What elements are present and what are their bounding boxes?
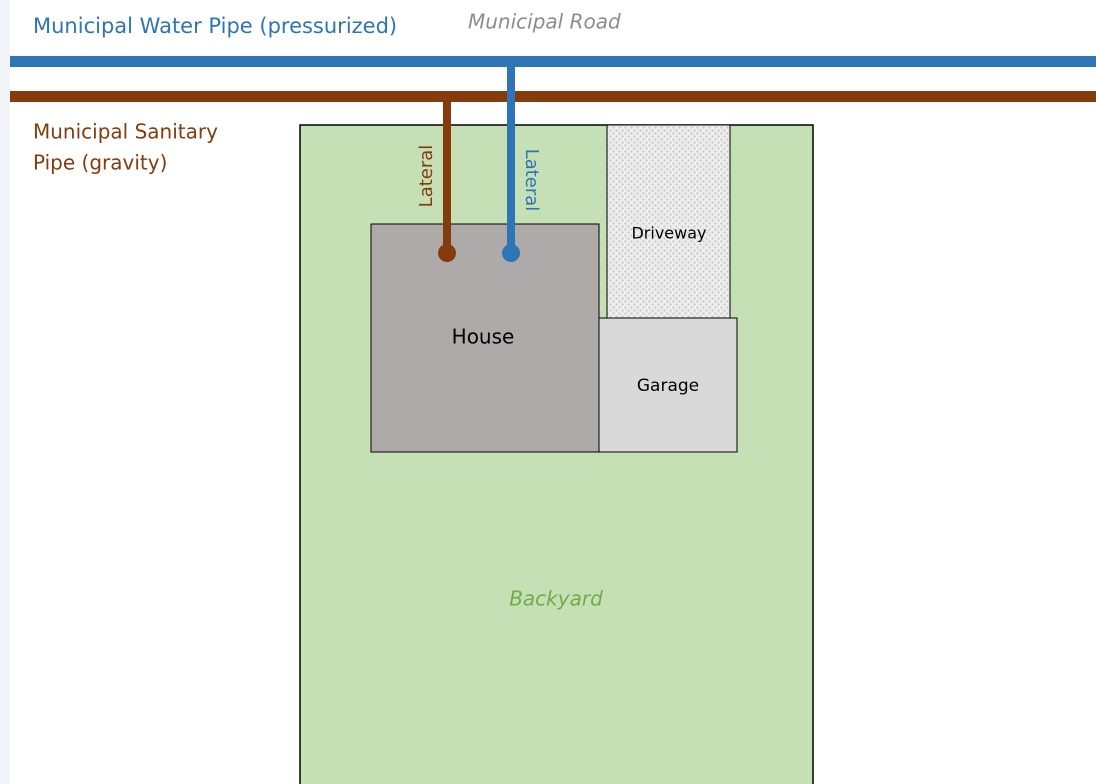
- left-strip: [0, 0, 10, 784]
- sanitary-pipe-label: Municipal Sanitary: [33, 120, 218, 144]
- water-lateral: [507, 62, 515, 253]
- lateral-label: Lateral: [521, 149, 542, 212]
- backyard-label: Backyard: [509, 587, 603, 611]
- water-pipe-label: Municipal Water Pipe (pressurized): [33, 14, 397, 38]
- sanitary-pipe-label: Pipe (gravity): [33, 151, 167, 175]
- driveway: [606, 124, 731, 319]
- garage: [598, 317, 738, 453]
- house: [370, 223, 600, 453]
- house-label: House: [452, 325, 515, 349]
- water-pipe: [10, 56, 1096, 67]
- sanitary-lateral: [443, 97, 451, 253]
- garage-label: Garage: [637, 376, 699, 396]
- road-label: Municipal Road: [468, 10, 621, 34]
- driveway-label: Driveway: [631, 224, 706, 243]
- sanitary-connection: [438, 244, 456, 262]
- lateral-label: Lateral: [416, 145, 437, 208]
- sanitary-pipe: [10, 91, 1096, 102]
- water-connection: [502, 244, 520, 262]
